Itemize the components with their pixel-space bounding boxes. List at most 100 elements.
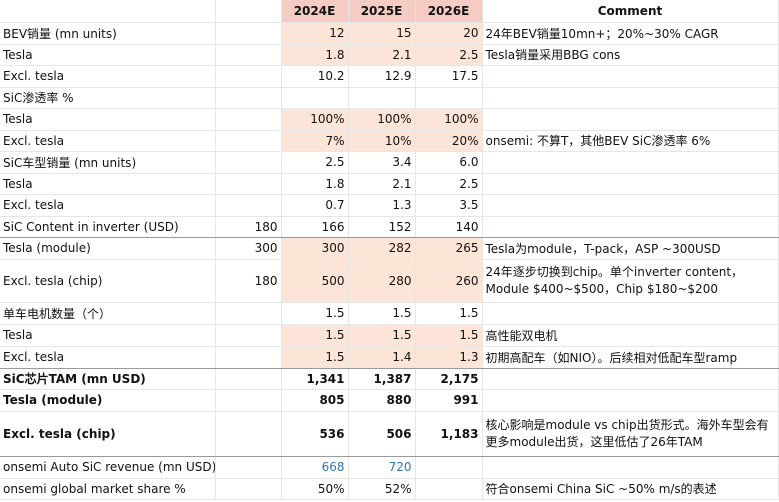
value-2025e[interactable]: 10% <box>348 130 416 152</box>
value-2025e[interactable]: 12.9 <box>348 65 416 88</box>
base-cell[interactable] <box>215 87 282 109</box>
value-2025e[interactable]: 52% <box>348 478 416 500</box>
row-label[interactable]: Excl. tesla <box>0 346 216 369</box>
value-2024e[interactable]: 1.5 <box>281 346 349 369</box>
value-2026e[interactable]: 2.5 <box>415 44 483 66</box>
comment-cell[interactable] <box>482 65 779 88</box>
value-2026e[interactable]: 1.5 <box>415 324 483 347</box>
base-cell[interactable] <box>215 389 282 412</box>
header-2024e[interactable]: 2024E <box>281 0 349 23</box>
value-2026e[interactable]: 140 <box>415 216 483 238</box>
value-2024e[interactable]: 1,341 <box>281 368 349 390</box>
row-label[interactable]: Excl. tesla <box>0 194 216 217</box>
value-2026e[interactable] <box>415 87 483 109</box>
comment-cell[interactable] <box>482 194 779 217</box>
row-label[interactable]: onsemi Auto SiC revenue (mn USD) <box>0 456 216 479</box>
row-label[interactable]: 单车电机数量（个） <box>0 302 216 325</box>
base-cell[interactable]: 180 <box>215 259 282 303</box>
value-2026e[interactable]: 2.5 <box>415 173 483 195</box>
value-2026e[interactable]: 6.0 <box>415 151 483 174</box>
row-label[interactable]: Tesla <box>0 44 216 66</box>
value-2025e[interactable]: 2.1 <box>348 44 416 66</box>
value-2025e[interactable]: 1.4 <box>348 346 416 369</box>
value-2026e[interactable] <box>415 456 483 479</box>
row-label[interactable]: Tesla <box>0 173 216 195</box>
row-label[interactable]: SiC车型销量 (mn units) <box>0 151 216 174</box>
value-2024e[interactable]: 536 <box>281 411 349 457</box>
row-label[interactable]: Tesla (module) <box>0 389 216 412</box>
value-2024e[interactable]: 668 <box>281 456 349 479</box>
value-2026e[interactable]: 991 <box>415 389 483 412</box>
value-2025e[interactable]: 880 <box>348 389 416 412</box>
base-cell[interactable]: 180 <box>215 216 282 238</box>
comment-cell[interactable] <box>482 151 779 174</box>
value-2026e[interactable]: 260 <box>415 259 483 303</box>
comment-cell[interactable]: 24年逐步切换到chip。单个inverter content，Module $… <box>482 259 779 303</box>
comment-cell[interactable] <box>482 87 779 109</box>
value-2025e[interactable] <box>348 87 416 109</box>
value-2024e[interactable] <box>281 87 349 109</box>
value-2024e[interactable]: 805 <box>281 389 349 412</box>
value-2024e[interactable]: 0.7 <box>281 194 349 217</box>
value-2024e[interactable]: 100% <box>281 108 349 131</box>
value-2025e[interactable]: 1.3 <box>348 194 416 217</box>
value-2024e[interactable]: 1.8 <box>281 173 349 195</box>
comment-cell[interactable] <box>482 302 779 325</box>
row-label[interactable]: Excl. tesla <box>0 65 216 88</box>
row-label[interactable]: SiC渗透率 % <box>0 87 216 109</box>
base-cell[interactable] <box>215 151 282 174</box>
value-2025e[interactable]: 1,387 <box>348 368 416 390</box>
comment-cell[interactable]: Tesla销量采用BBG cons <box>482 44 779 66</box>
base-cell[interactable]: 300 <box>215 237 282 260</box>
value-2025e[interactable]: 282 <box>348 237 416 260</box>
row-label[interactable]: SiC芯片TAM (mn USD) <box>0 368 216 390</box>
value-2025e[interactable]: 3.4 <box>348 151 416 174</box>
row-label[interactable]: BEV销量 (mn units) <box>0 22 216 45</box>
value-2026e[interactable]: 1.5 <box>415 302 483 325</box>
value-2025e[interactable]: 280 <box>348 259 416 303</box>
value-2024e[interactable]: 1.5 <box>281 324 349 347</box>
row-label[interactable]: SiC Content in inverter (USD) <box>0 216 216 238</box>
value-2026e[interactable]: 1.3 <box>415 346 483 369</box>
value-2024e[interactable]: 166 <box>281 216 349 238</box>
base-cell[interactable] <box>215 456 282 479</box>
row-label[interactable]: Tesla (module) <box>0 237 216 260</box>
base-cell[interactable] <box>215 194 282 217</box>
base-cell[interactable] <box>215 22 282 45</box>
comment-cell[interactable]: 24年BEV销量10mn+；20%~30% CAGR <box>482 22 779 45</box>
header-comment[interactable]: Comment <box>482 0 779 23</box>
value-2026e[interactable]: 20 <box>415 22 483 45</box>
row-label[interactable]: onsemi global market share % <box>0 478 216 500</box>
base-cell[interactable] <box>215 346 282 369</box>
value-2024e[interactable]: 10.2 <box>281 65 349 88</box>
value-2024e[interactable]: 1.5 <box>281 302 349 325</box>
row-label[interactable]: Excl. tesla (chip) <box>0 411 216 457</box>
value-2025e[interactable]: 152 <box>348 216 416 238</box>
base-cell[interactable] <box>215 302 282 325</box>
comment-cell[interactable]: 高性能双电机 <box>482 324 779 347</box>
comment-cell[interactable] <box>482 108 779 131</box>
base-cell[interactable] <box>215 65 282 88</box>
base-cell[interactable] <box>215 130 282 152</box>
comment-cell[interactable] <box>482 368 779 390</box>
comment-cell[interactable]: onsemi: 不算T，其他BEV SiC渗透率 6% <box>482 130 779 152</box>
comment-cell[interactable]: 核心影响是module vs chip出货形式。海外车型会有更多module出货… <box>482 411 779 457</box>
value-2026e[interactable]: 1,183 <box>415 411 483 457</box>
comment-cell[interactable] <box>482 389 779 412</box>
comment-cell[interactable] <box>482 216 779 238</box>
value-2025e[interactable]: 720 <box>348 456 416 479</box>
value-2025e[interactable]: 1.5 <box>348 324 416 347</box>
value-2026e[interactable]: 20% <box>415 130 483 152</box>
header-label-cell[interactable] <box>0 0 216 23</box>
comment-cell[interactable]: 初期高配车（如NIO）。后续相对低配车型ramp <box>482 346 779 369</box>
comment-cell[interactable] <box>482 173 779 195</box>
value-2025e[interactable]: 15 <box>348 22 416 45</box>
base-cell[interactable] <box>215 324 282 347</box>
value-2025e[interactable]: 2.1 <box>348 173 416 195</box>
row-label[interactable]: Excl. tesla <box>0 130 216 152</box>
row-label[interactable]: Tesla <box>0 108 216 131</box>
base-cell[interactable] <box>215 108 282 131</box>
value-2026e[interactable]: 2,175 <box>415 368 483 390</box>
value-2026e[interactable]: 100% <box>415 108 483 131</box>
base-cell[interactable] <box>215 44 282 66</box>
